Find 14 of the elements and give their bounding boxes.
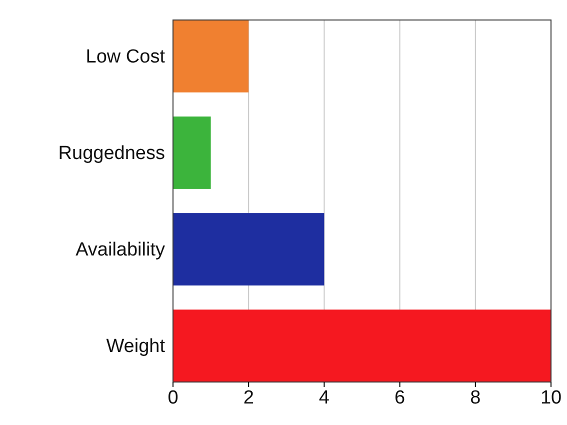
- x-tick-label: 8: [470, 387, 481, 408]
- x-tick-label: 0: [168, 387, 178, 408]
- x-tick-label: 4: [318, 387, 330, 408]
- x-tick-label: 10: [540, 387, 562, 408]
- y-tick-label: Low Cost: [86, 46, 166, 68]
- x-tick-label: 2: [243, 387, 254, 408]
- y-tick-label: Availability: [76, 239, 166, 260]
- x-tick-label: 6: [394, 387, 406, 408]
- bar: [173, 310, 551, 382]
- bar: [173, 20, 249, 92]
- bar: [173, 116, 211, 189]
- bar: [173, 213, 324, 286]
- y-tick-label: Ruggedness: [58, 142, 165, 164]
- y-tick-label: Weight: [106, 336, 166, 357]
